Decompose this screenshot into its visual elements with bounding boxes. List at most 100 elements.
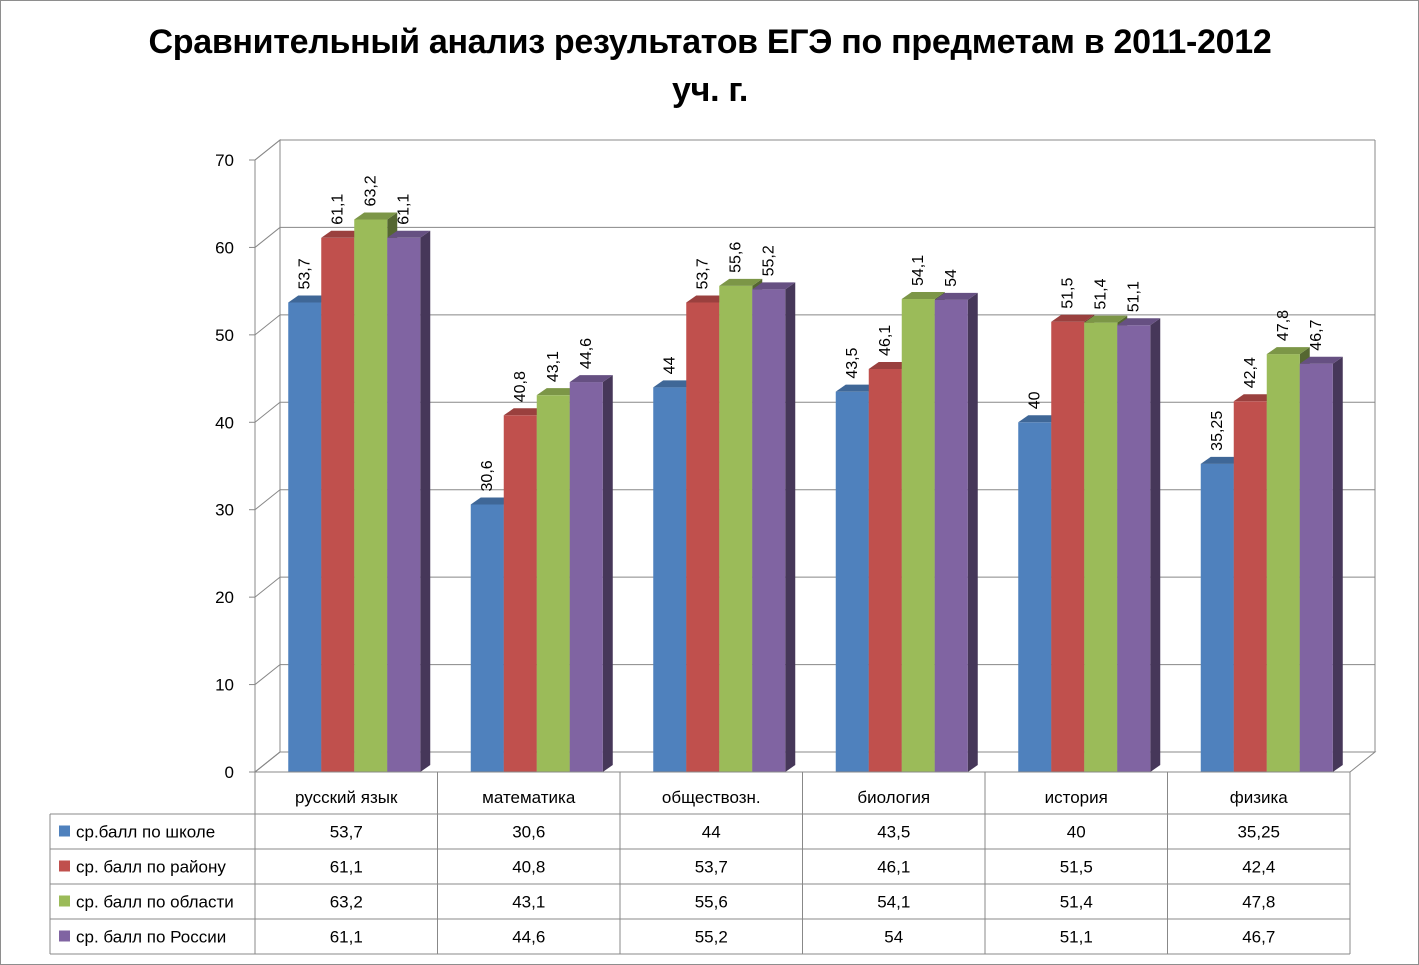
bar-top xyxy=(835,384,879,392)
chart-title-line-2: уч. г. xyxy=(672,71,748,109)
bar-side xyxy=(602,375,613,772)
x-tick-label: история xyxy=(1045,788,1108,807)
legend-swatch xyxy=(59,825,70,837)
bar-top xyxy=(569,375,613,383)
y-tick-label: 10 xyxy=(215,676,234,695)
table-cell: 53,7 xyxy=(330,823,363,842)
bar-top xyxy=(653,380,697,388)
gridline xyxy=(254,139,1375,161)
bar xyxy=(686,302,720,772)
table-cell: 44 xyxy=(702,823,721,842)
bar xyxy=(503,415,537,772)
bar xyxy=(901,299,935,772)
bar-top xyxy=(1018,415,1062,423)
y-tick-label: 20 xyxy=(215,588,234,607)
bar xyxy=(868,368,902,772)
y-axis: 0 10 20 30 40 50 60 70 xyxy=(215,151,256,782)
data-label: 53,7 xyxy=(695,258,712,289)
bar-top xyxy=(868,361,912,369)
table-cell: 40 xyxy=(1067,823,1086,842)
bar-side xyxy=(967,292,978,772)
bar-top xyxy=(752,282,796,290)
bar xyxy=(470,504,504,772)
x-tick-label: обществозн. xyxy=(662,788,761,807)
bar xyxy=(934,299,968,772)
gridline xyxy=(254,314,1375,336)
data-label: 44 xyxy=(662,356,679,374)
legend-swatch xyxy=(59,895,70,907)
table-cell: 53,7 xyxy=(695,858,728,877)
bar-top xyxy=(1084,315,1128,323)
gridline xyxy=(254,751,1375,773)
bar xyxy=(1299,363,1333,772)
legend-swatch xyxy=(59,860,70,872)
table-cell: 30,6 xyxy=(512,823,545,842)
data-label: 51,5 xyxy=(1060,278,1077,309)
bar xyxy=(1018,422,1052,772)
bar xyxy=(1266,354,1300,772)
bar-side xyxy=(1150,318,1161,772)
data-label: 43,1 xyxy=(545,351,562,382)
bar-top xyxy=(686,295,730,303)
bar-top xyxy=(321,230,365,238)
data-label: 46,7 xyxy=(1308,319,1325,350)
gridline xyxy=(254,226,1375,248)
bar-top xyxy=(288,295,332,303)
data-table: русский язык математика обществозн. биологи… xyxy=(49,771,1351,955)
chart-title: Сравнительный анализ результатов ЕГЭ по … xyxy=(110,18,1310,114)
table-cell: 42,4 xyxy=(1242,858,1275,877)
bar xyxy=(1233,401,1267,772)
table-cell: 43,1 xyxy=(512,893,545,912)
data-label: 40 xyxy=(1027,391,1044,409)
bar xyxy=(569,382,603,772)
y-tick-label: 40 xyxy=(215,413,234,432)
bar xyxy=(288,302,322,772)
table-cell: 61,1 xyxy=(330,858,363,877)
y-tick-label: 50 xyxy=(215,326,234,345)
bar-top xyxy=(934,292,978,300)
bar-side xyxy=(1332,356,1343,772)
data-label: 51,1 xyxy=(1126,281,1143,312)
table-cell: 35,25 xyxy=(1237,823,1280,842)
bar-top xyxy=(1299,356,1343,364)
table-cell: 40,8 xyxy=(512,858,545,877)
gridline xyxy=(254,576,1375,598)
table-cell: 46,7 xyxy=(1242,928,1275,947)
bar-top xyxy=(470,497,514,505)
gridline xyxy=(254,489,1375,511)
bar-top xyxy=(387,230,431,238)
table-cell: 51,4 xyxy=(1060,893,1093,912)
y-tick-label: 60 xyxy=(215,238,234,257)
gridline xyxy=(254,401,1375,423)
table-cell: 61,1 xyxy=(330,928,363,947)
bar-side xyxy=(420,230,431,773)
data-label: 30,6 xyxy=(479,460,496,491)
bar-top xyxy=(719,278,763,286)
table-cell: 46,1 xyxy=(877,858,910,877)
x-tick-label: биология xyxy=(857,788,930,807)
legend-label: ср. балл по району xyxy=(76,858,226,877)
bar-top xyxy=(1117,318,1161,326)
x-tick-label: математика xyxy=(482,788,576,807)
x-tick-label: русский язык xyxy=(295,788,398,807)
table-cell: 47,8 xyxy=(1242,893,1275,912)
bar xyxy=(1084,322,1118,772)
data-label: 35,25 xyxy=(1209,411,1226,451)
data-label: 44,6 xyxy=(578,338,595,369)
data-label: 61,1 xyxy=(330,194,347,225)
bar xyxy=(719,285,753,772)
table-cell: 54 xyxy=(884,928,903,947)
y-tick-label: 0 xyxy=(225,763,234,782)
gridline xyxy=(254,664,1375,685)
bar xyxy=(1200,463,1234,772)
table-cell: 55,2 xyxy=(695,928,728,947)
bar-top xyxy=(1233,394,1277,402)
data-label: 55,6 xyxy=(728,242,745,273)
chart-title-line-1: Сравнительный анализ результатов ЕГЭ по … xyxy=(148,23,1272,61)
gridlines xyxy=(254,139,1375,773)
data-label: 63,2 xyxy=(363,175,380,206)
data-label: 55,2 xyxy=(761,245,778,276)
legend-label: ср.балл по школе xyxy=(76,823,215,842)
data-label: 53,7 xyxy=(297,258,314,289)
